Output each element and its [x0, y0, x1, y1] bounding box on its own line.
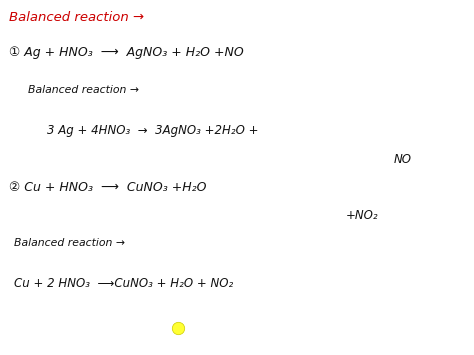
Text: ① Ag + HNO₃  ⟶  AgNO₃ + H₂O +NO: ① Ag + HNO₃ ⟶ AgNO₃ + H₂O +NO [9, 46, 244, 59]
Point [174, 326, 182, 331]
Text: ② Cu + HNO₃  ⟶  CuNO₃ +H₂O: ② Cu + HNO₃ ⟶ CuNO₃ +H₂O [9, 181, 207, 194]
Text: Balanced reaction →: Balanced reaction → [9, 11, 145, 24]
Text: Balanced reaction →: Balanced reaction → [28, 85, 139, 95]
Text: Balanced reaction →: Balanced reaction → [14, 238, 125, 248]
Text: NO: NO [393, 153, 411, 166]
Text: 3 Ag + 4HNO₃  →  3AgNO₃ +2H₂O +: 3 Ag + 4HNO₃ → 3AgNO₃ +2H₂O + [47, 124, 259, 137]
Text: Cu + 2 HNO₃  ⟶CuNO₃ + H₂O + NO₂: Cu + 2 HNO₃ ⟶CuNO₃ + H₂O + NO₂ [14, 277, 234, 290]
Text: +NO₂: +NO₂ [346, 209, 379, 223]
